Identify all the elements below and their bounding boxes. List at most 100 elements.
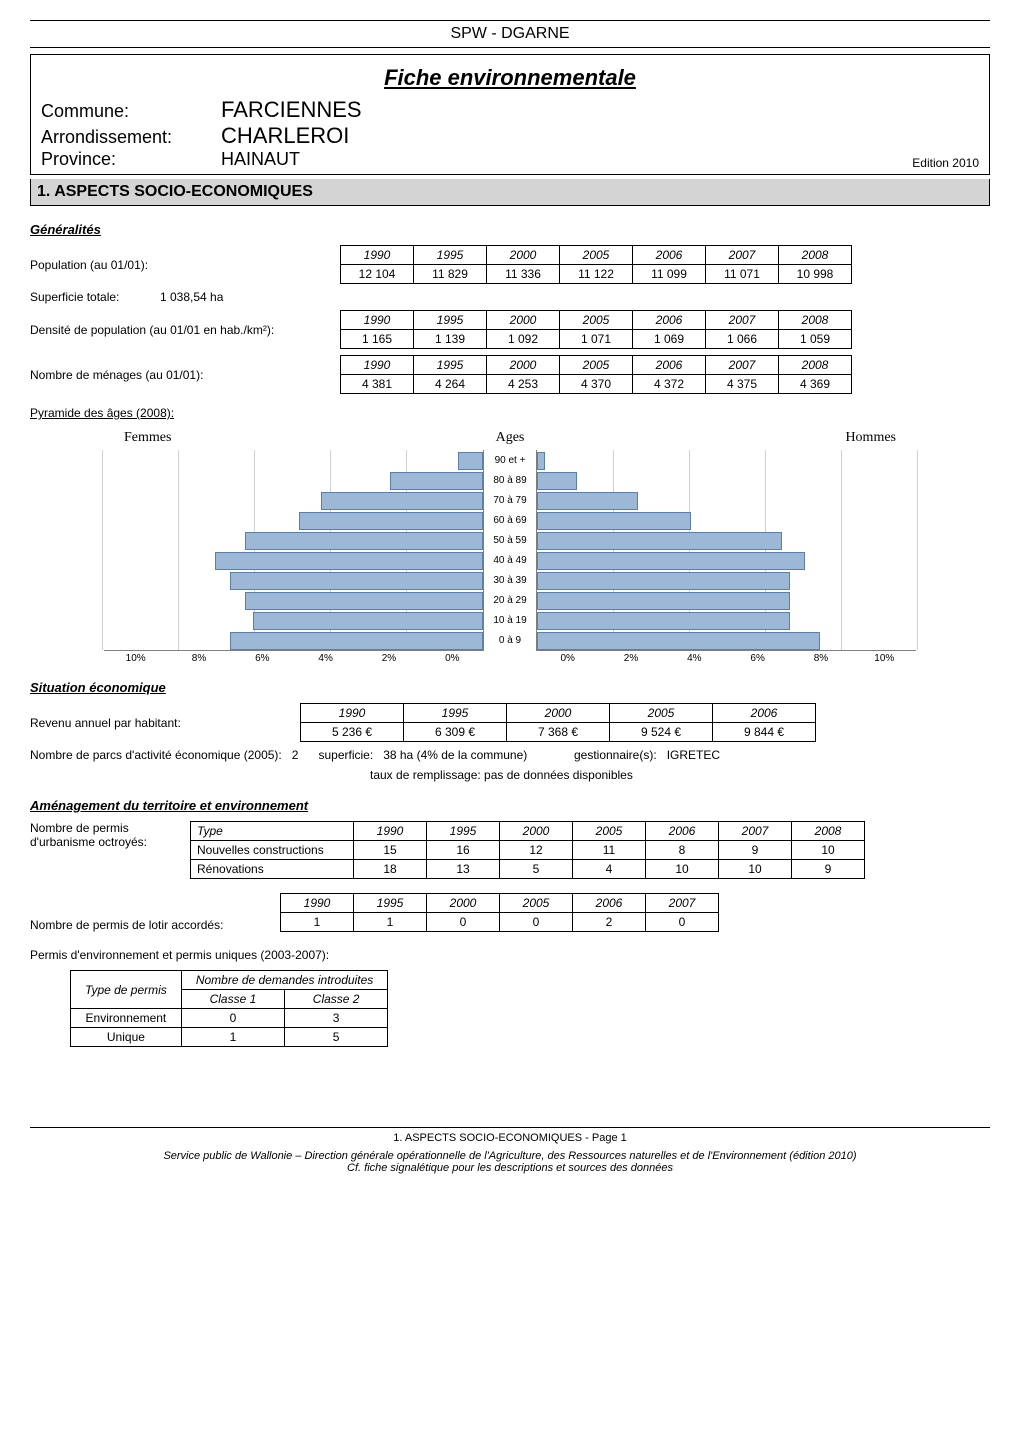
pyramid-age-label: 20 à 29 — [484, 590, 536, 610]
pyramid-bar-femmes — [299, 512, 483, 530]
commune-value: FARCIENNES — [221, 97, 362, 123]
footer-pageline: 1. ASPECTS SOCIO-ECONOMIQUES - Page 1 — [30, 1132, 990, 1144]
table-year-header: 2008 — [792, 822, 865, 841]
pyramid-age-label: 70 à 79 — [484, 490, 536, 510]
page: SPW - DGARNE Fiche environnementale Comm… — [0, 0, 1020, 1184]
envtable-r0-type: Environnement — [71, 1009, 182, 1028]
footer-line2: Service public de Wallonie – Direction g… — [30, 1150, 990, 1162]
pyramid-age-label: 80 à 89 — [484, 470, 536, 490]
table-cell: 1 — [281, 913, 354, 932]
table-year-header: 1995 — [414, 356, 487, 375]
table-year-header: 2006 — [633, 246, 706, 265]
urbanisme-table: Type1990199520002005200620072008 Nouvell… — [190, 821, 865, 879]
pyramid-x-tick: 4% — [663, 653, 726, 664]
table-year-header: 1990 — [341, 356, 414, 375]
commune-label: Commune: — [41, 101, 221, 122]
table-cell: 12 104 — [341, 265, 414, 284]
pyramid-bar-femmes — [215, 552, 483, 570]
table-year-header: 2000 — [507, 704, 610, 723]
table-cell: 9 524 € — [610, 723, 713, 742]
pyramid-bar-femmes — [245, 532, 483, 550]
table-year-header: 1995 — [354, 894, 427, 913]
pyramid-bar-femmes — [245, 592, 483, 610]
envtable-sub2: Classe 2 — [285, 990, 388, 1009]
table-year-header: 2007 — [706, 246, 779, 265]
superficie-prefix: superficie: — [318, 748, 373, 762]
table-cell: 9 — [719, 841, 792, 860]
parcs-count: 2 — [292, 748, 299, 762]
pyramid-bar-hommes — [537, 452, 545, 470]
pyramid-age-label: 90 et + — [484, 450, 536, 470]
table-cell: 1 059 — [779, 330, 852, 349]
table-year-header: 2006 — [573, 894, 646, 913]
pyramid-bar-hommes — [537, 592, 790, 610]
table-year-header: 1990 — [301, 704, 404, 723]
pyramid-x-tick: 8% — [167, 653, 230, 664]
table-year-header: 2008 — [779, 311, 852, 330]
envtable-r0-c2: 3 — [285, 1009, 388, 1028]
table-cell: 4 381 — [341, 375, 414, 394]
table-year-header: 1990 — [341, 246, 414, 265]
table-cell: 10 — [792, 841, 865, 860]
table-year-header: 2000 — [487, 246, 560, 265]
urb-type-cell: Nouvelles constructions — [191, 841, 354, 860]
table-year-header: 2007 — [646, 894, 719, 913]
lotir-table: 199019952000200520062007 110020 — [280, 893, 719, 932]
table-year-header: 2006 — [646, 822, 719, 841]
envtable-col2: Nombre de demandes introduites — [181, 971, 387, 990]
menages-label: Nombre de ménages (au 01/01): — [30, 368, 330, 382]
table-year-header: 2005 — [560, 356, 633, 375]
pyramid-bar-hommes — [537, 552, 805, 570]
pyramid-x-tick: 6% — [231, 653, 294, 664]
table-cell: 1 — [354, 913, 427, 932]
table-year-header: 2006 — [713, 704, 816, 723]
table-cell: 13 — [427, 860, 500, 879]
table-cell: 11 071 — [706, 265, 779, 284]
pyramid-bar-femmes — [390, 472, 483, 490]
envtable-r0-c1: 0 — [181, 1009, 284, 1028]
page-footer: 1. ASPECTS SOCIO-ECONOMIQUES - Page 1 Se… — [30, 1127, 990, 1174]
table-year-header: 1995 — [404, 704, 507, 723]
permis-urb-label2: d'urbanisme octroyés: — [30, 835, 180, 849]
table-cell: 4 — [573, 860, 646, 879]
pyramid-bar-femmes — [253, 612, 483, 630]
table-year-header: 2005 — [560, 311, 633, 330]
envtable-sub1: Classe 1 — [181, 990, 284, 1009]
table-cell: 4 253 — [487, 375, 560, 394]
table-cell: 6 309 € — [404, 723, 507, 742]
table-cell: 9 844 € — [713, 723, 816, 742]
table-cell: 11 — [573, 841, 646, 860]
pyramid-x-tick: 10% — [104, 653, 167, 664]
table-year-header: 1995 — [414, 311, 487, 330]
population-table: 1990199520002005200620072008 12 10411 82… — [340, 245, 852, 284]
gestion-val: IGRETEC — [667, 748, 720, 762]
envtable-r1-c1: 1 — [181, 1028, 284, 1047]
table-cell: 15 — [354, 841, 427, 860]
pyramid-femmes-title: Femmes — [104, 430, 484, 446]
menages-row: Nombre de ménages (au 01/01): 19901995 20… — [30, 355, 990, 394]
table-cell: 1 092 — [487, 330, 560, 349]
revenu-table: 19901995200020052006 5 236 €6 309 €7 368… — [300, 703, 816, 742]
table-cell: 4 264 — [414, 375, 487, 394]
pyramid-hommes-title: Hommes — [536, 430, 916, 446]
table-year-header: 2005 — [500, 894, 573, 913]
generalites-heading: Généralités — [30, 222, 990, 237]
table-cell: 1 139 — [414, 330, 487, 349]
table-cell: 2 — [573, 913, 646, 932]
table-cell: 10 — [719, 860, 792, 879]
table-year-header: 1995 — [427, 822, 500, 841]
permis-urb-label1: Nombre de permis — [30, 821, 180, 835]
population-row: Population (au 01/01): 19901995200020052… — [30, 245, 990, 284]
superficie-row: Superficie totale: 1 038,54 ha — [30, 290, 990, 304]
table-year-header: 2005 — [610, 704, 713, 723]
table-year-header: 2007 — [719, 822, 792, 841]
table-year-header: 2006 — [633, 311, 706, 330]
pyramid-x-tick: 10% — [853, 653, 916, 664]
table-cell: 0 — [427, 913, 500, 932]
table-year-header: 2007 — [706, 311, 779, 330]
pyramid-bar-hommes — [537, 532, 782, 550]
table-cell: 0 — [500, 913, 573, 932]
table-cell: 0 — [646, 913, 719, 932]
arrondissement-value: CHARLEROI — [221, 123, 349, 149]
pyramid-bar-hommes — [537, 492, 638, 510]
